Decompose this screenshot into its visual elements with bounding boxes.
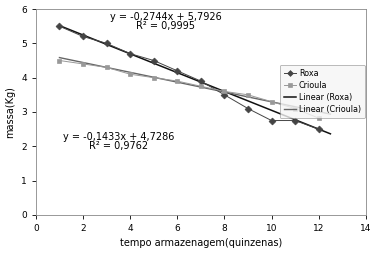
- Crioula: [269, 100, 274, 103]
- Text: y = -0,2744x + 5,7926: y = -0,2744x + 5,7926: [110, 12, 221, 22]
- Linear (Roxa): [120, 49, 125, 52]
- Linear (Roxa): [219, 89, 223, 92]
- Roxa: [316, 128, 321, 131]
- Legend: Roxa, Crioula, Linear (Roxa), Linear (Crioula): Roxa, Crioula, Linear (Roxa), Linear (Cr…: [279, 65, 365, 118]
- X-axis label: tempo armazenagem(quinzenas): tempo armazenagem(quinzenas): [120, 239, 282, 248]
- Linear (Crioula): [109, 67, 114, 70]
- Text: y = -0,1433x + 4,7286: y = -0,1433x + 4,7286: [63, 132, 174, 142]
- Line: Crioula: Crioula: [57, 58, 321, 121]
- Linear (Crioula): [328, 113, 333, 116]
- Linear (Roxa): [197, 80, 201, 83]
- Crioula: [81, 62, 85, 66]
- Roxa: [293, 119, 297, 122]
- Roxa: [269, 119, 274, 122]
- Linear (Crioula): [57, 56, 62, 59]
- Text: R² = 0,9995: R² = 0,9995: [136, 21, 195, 31]
- Crioula: [246, 93, 250, 96]
- Linear (Roxa): [314, 127, 319, 130]
- Linear (Crioula): [219, 90, 223, 93]
- Line: Roxa: Roxa: [57, 24, 321, 132]
- Crioula: [104, 66, 109, 69]
- Roxa: [152, 59, 156, 62]
- Text: R² = 0,9762: R² = 0,9762: [89, 141, 148, 151]
- Crioula: [199, 85, 203, 88]
- Linear (Crioula): [306, 108, 311, 111]
- Crioula: [128, 73, 132, 76]
- Y-axis label: massa(Kg): massa(Kg): [6, 86, 15, 138]
- Linear (Crioula): [120, 69, 125, 72]
- Linear (Crioula): [314, 110, 319, 113]
- Roxa: [175, 69, 179, 72]
- Crioula: [152, 76, 156, 79]
- Line: Linear (Crioula): Linear (Crioula): [60, 58, 330, 114]
- Linear (Roxa): [109, 45, 114, 48]
- Linear (Roxa): [306, 123, 311, 126]
- Crioula: [222, 90, 227, 93]
- Line: Linear (Roxa): Linear (Roxa): [60, 26, 330, 134]
- Crioula: [175, 80, 179, 83]
- Crioula: [316, 117, 321, 120]
- Linear (Roxa): [57, 24, 62, 27]
- Roxa: [81, 35, 85, 38]
- Roxa: [222, 93, 227, 96]
- Linear (Roxa): [328, 132, 333, 135]
- Crioula: [57, 59, 62, 62]
- Roxa: [57, 25, 62, 28]
- Roxa: [104, 42, 109, 45]
- Roxa: [128, 52, 132, 55]
- Roxa: [199, 80, 203, 83]
- Linear (Crioula): [197, 85, 201, 88]
- Roxa: [246, 107, 250, 110]
- Crioula: [293, 107, 297, 110]
